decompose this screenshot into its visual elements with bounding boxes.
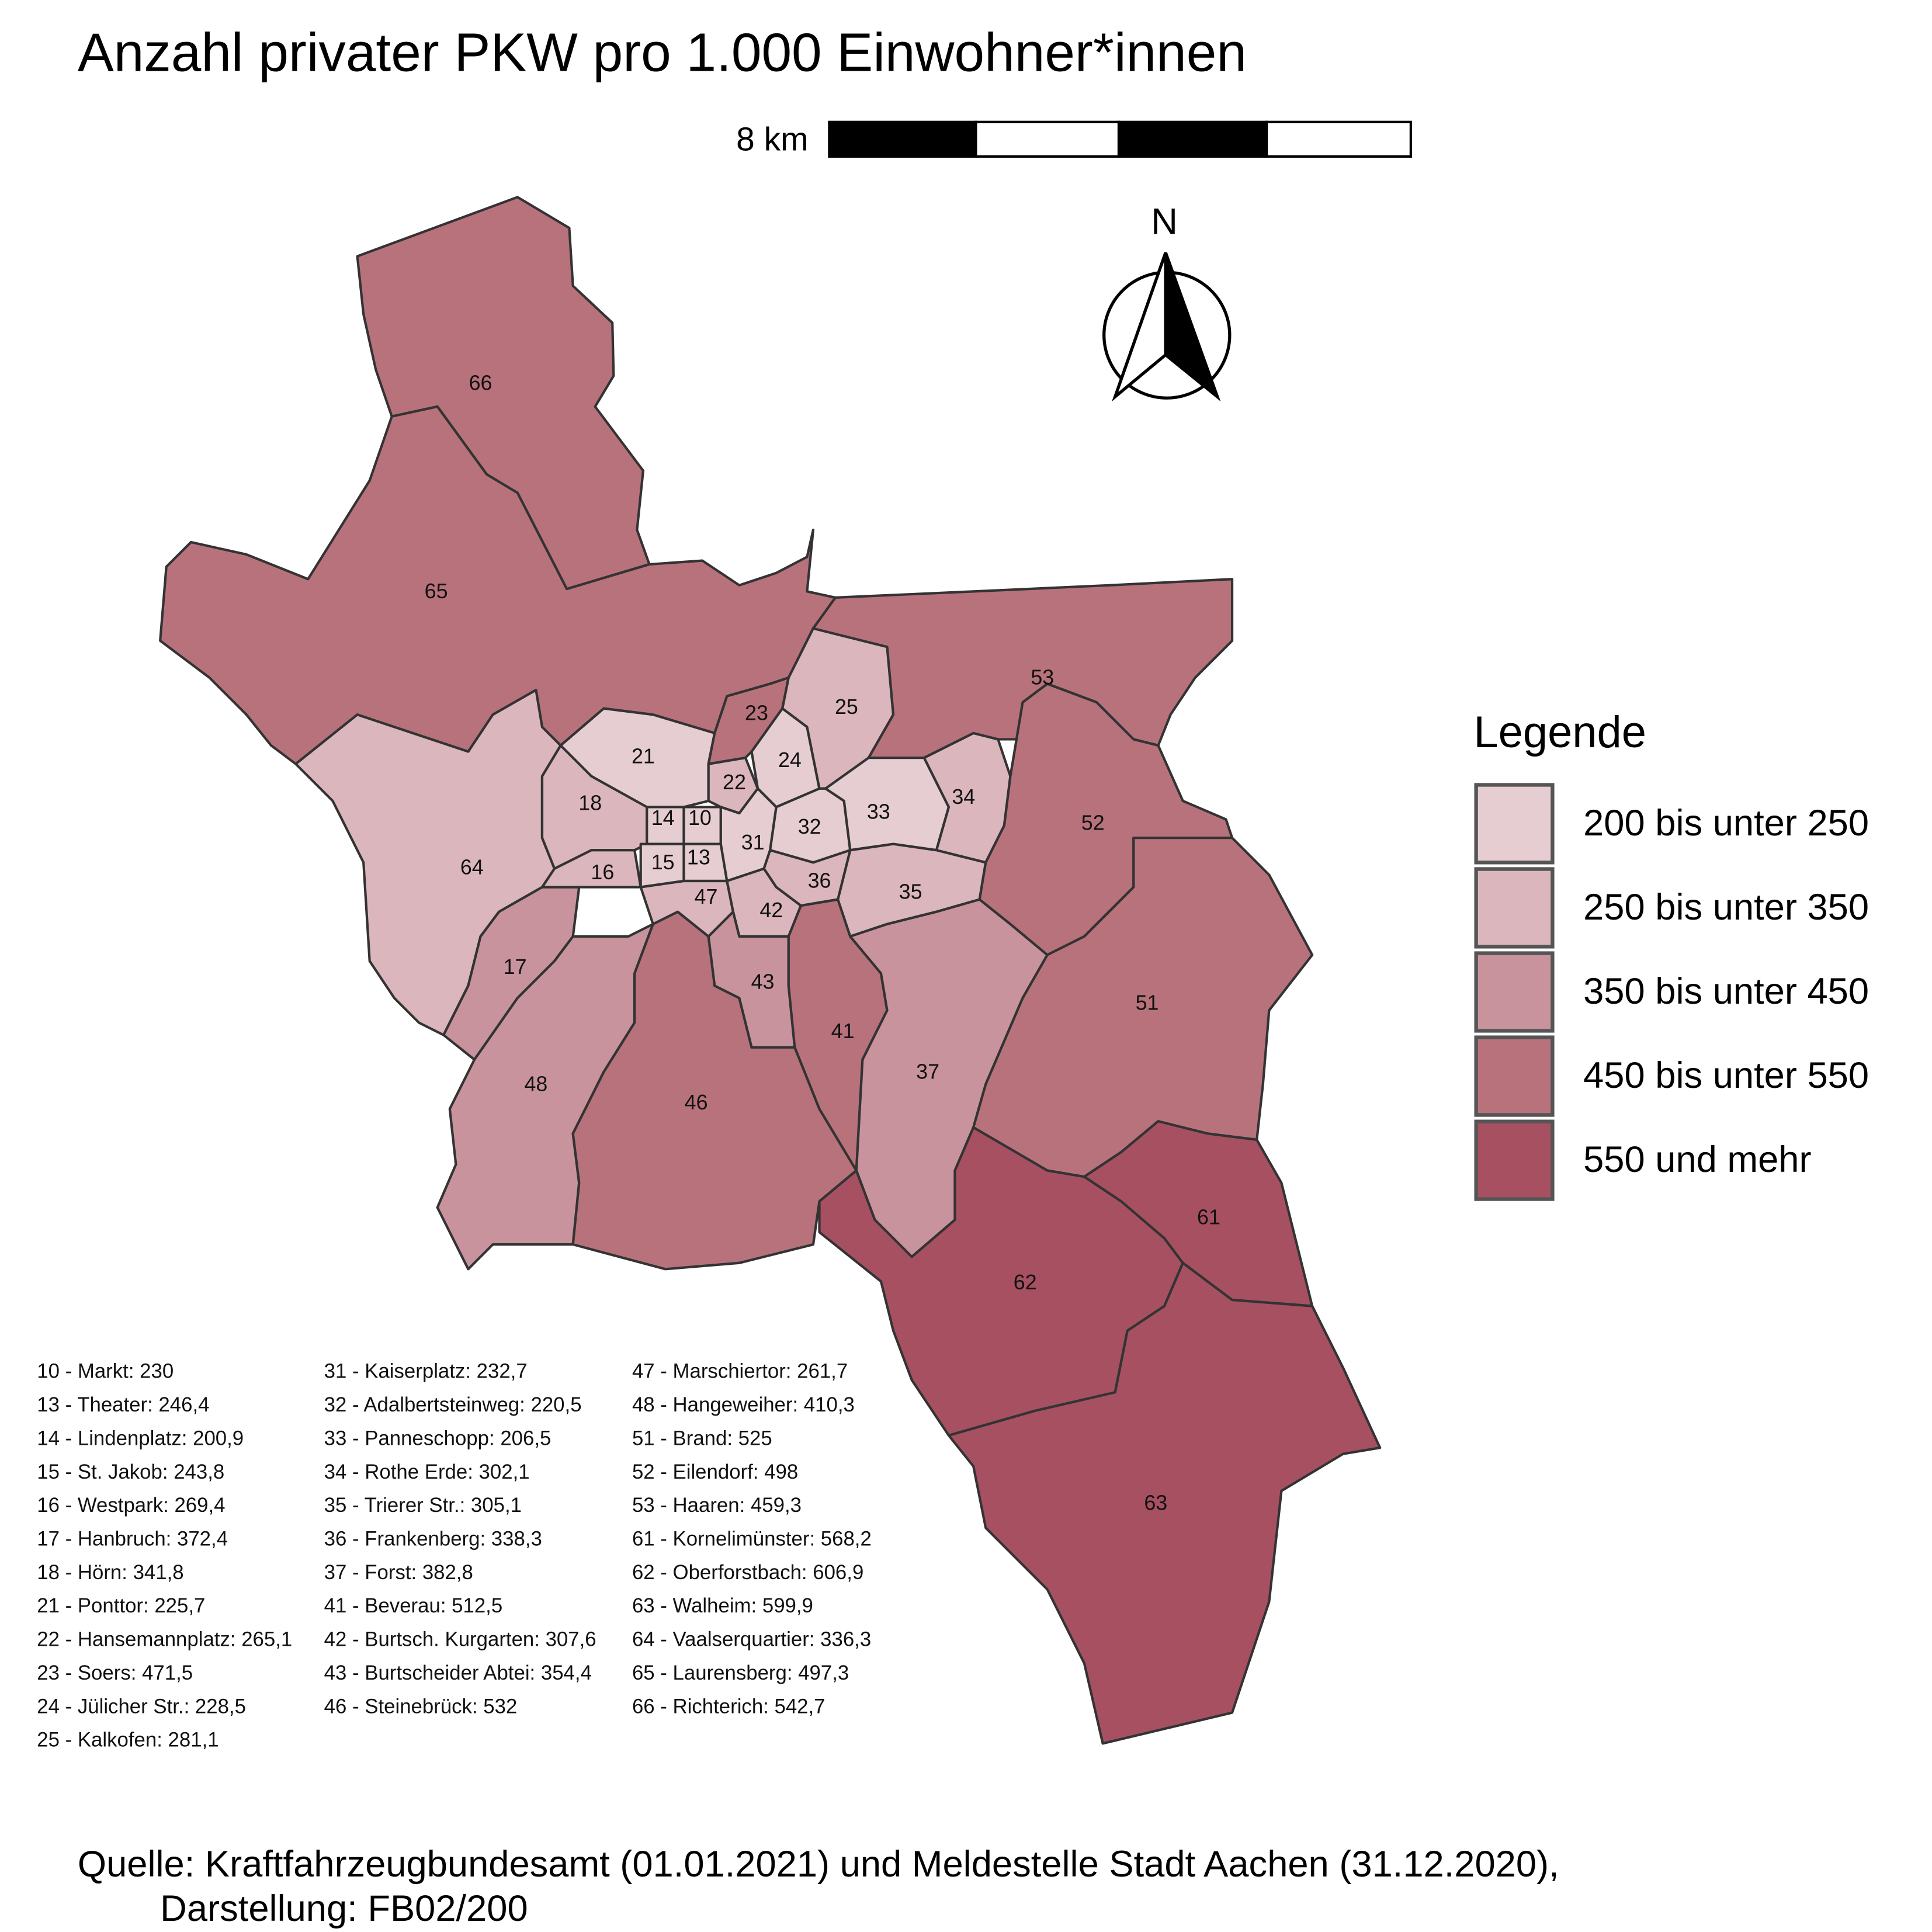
list-entry: 43 - Burtscheider Abtei: 354,4 [324,1662,592,1684]
list-entry: 10 - Markt: 230 [37,1361,174,1383]
legend-swatch [1474,783,1555,865]
list-entry: 61 - Kornelimünster: 568,2 [632,1528,872,1551]
district-label: 36 [808,869,831,893]
list-entry: 21 - Ponttor: 225,7 [37,1595,205,1617]
legend-label: 250 bis unter 350 [1583,887,1869,928]
legend-swatch [1474,951,1555,1033]
list-entry: 62 - Oberforstbach: 606,9 [632,1562,863,1584]
list-entry: 48 - Hangeweiher: 410,3 [632,1394,855,1416]
district-list: 10 - Markt: 230 13 - Theater: 246,4 14 - L… [37,1361,872,1751]
legend-label: 550 und mehr [1583,1139,1811,1180]
list-entry: 37 - Forst: 382,8 [324,1562,473,1584]
list-entry: 13 - Theater: 246,4 [37,1394,209,1416]
district [356,196,651,591]
district-label: 23 [745,702,768,725]
list-entry: 66 - Richterich: 542,7 [632,1695,825,1718]
scale-label: 8 km [736,121,808,158]
district-label: 65 [425,580,448,603]
list-entry: 23 - Soers: 471,5 [37,1662,193,1684]
list-entry: 52 - Eilendorf: 498 [632,1461,798,1483]
district-labels: 66 65 64 17 48 46 21 18 16 14 10 15 13 22 23 24 25 31 32 33… [425,371,1220,1514]
list-entry: 35 - Trierer Str.: 305,1 [324,1494,522,1517]
list-entry: 32 - Adalbertsteinweg: 220,5 [324,1394,582,1416]
list-entry: 41 - Beverau: 512,5 [324,1595,503,1617]
district-label: 61 [1197,1205,1220,1229]
district-label: 34 [952,785,975,809]
district-label: 41 [831,1019,855,1043]
districts: 66 65 64 17 48 46 21 18 16 14 10 15 13 22 23 24 25 31 32 33… [159,196,1382,1745]
district [1083,1120,1314,1307]
district-label: 18 [578,792,602,815]
district [947,1261,1382,1745]
district-label: 64 [460,855,484,879]
district-label: 43 [751,970,775,993]
district-label: 15 [651,851,675,874]
north-arrow [1102,252,1232,402]
district-label: 14 [651,806,675,830]
list-entry: 33 - Panneschopp: 206,5 [324,1427,551,1449]
district-label: 17 [504,955,527,979]
district-label: 47 [695,885,718,908]
district-label: 52 [1081,811,1105,834]
legend-swatch [1474,1119,1555,1201]
district-label: 25 [835,695,858,719]
district-areas [159,196,1382,1745]
list-entry: 36 - Frankenberg: 338,3 [324,1528,542,1551]
list-entry: 24 - Jülicher Str.: 228,5 [37,1695,246,1718]
legend-label: 350 bis unter 450 [1583,971,1869,1012]
district-label: 35 [899,880,922,904]
source-line: Quelle: Kraftfahrzeugbundesamt (01.01.20… [78,1844,1559,1885]
source-line: Darstellung: FB02/200 [160,1888,528,1929]
list-entry: 15 - St. Jakob: 243,8 [37,1461,224,1483]
legend-label: 200 bis unter 250 [1583,803,1869,844]
district-label: 48 [525,1073,548,1096]
list-entry: 64 - Vaalserquartier: 336,3 [632,1629,871,1651]
list-entry: 31 - Kaiserplatz: 232,7 [324,1361,528,1383]
legend-swatch [1474,1035,1555,1117]
list-entry: 51 - Brand: 525 [632,1427,772,1449]
list-entry: 42 - Burtsch. Kurgarten: 307,6 [324,1629,596,1651]
district-label: 42 [759,899,783,922]
legend: 200 bis unter 250 250 bis unter 350 350 bi… [1474,783,1869,1201]
district-label: 46 [685,1091,708,1114]
scale-bar [828,120,1412,158]
district-label: 33 [867,800,890,823]
district-label: 53 [1031,666,1054,689]
district-label: 32 [798,815,821,838]
list-entry: 65 - Laurensberg: 497,3 [632,1662,849,1684]
list-entry: 53 - Haaren: 459,3 [632,1494,802,1517]
legend-label: 450 bis unter 550 [1583,1055,1869,1096]
district-label: 51 [1136,991,1159,1014]
title: Anzahl privater PKW pro 1.000 Einwohner*… [78,22,1247,83]
list-entry: 46 - Steinebrück: 532 [324,1695,518,1718]
list-entry: 63 - Walheim: 599,9 [632,1595,813,1617]
source: Quelle: Kraftfahrzeugbundesamt (01.01.20… [78,1844,1559,1929]
list-entry: 16 - Westpark: 269,4 [37,1494,225,1517]
list-entry: 22 - Hansemannplatz: 265,1 [37,1629,292,1651]
district-label: 21 [632,745,655,768]
district-label: 31 [741,831,765,854]
district-label: 24 [778,748,802,772]
list-entry: 34 - Rothe Erde: 302,1 [324,1461,530,1483]
list-entry: 25 - Kalkofen: 281,1 [37,1729,218,1751]
list-entry: 18 - Hörn: 341,8 [37,1562,183,1584]
legend-title: Legende [1473,707,1646,757]
list-entry: 47 - Marschiertor: 261,7 [632,1361,848,1383]
north-label: N [1151,202,1178,242]
list-entry: 14 - Lindenplatz: 200,9 [37,1427,244,1449]
list-entry: 17 - Hanbruch: 372,4 [37,1528,228,1551]
district-label: 22 [723,771,746,794]
legend-swatch [1474,867,1555,949]
district-label: 63 [1144,1492,1167,1515]
district-label: 16 [591,861,614,884]
district-label: 13 [687,845,710,869]
district-label: 10 [688,806,712,830]
district-label: 37 [916,1060,939,1083]
district-label: 62 [1014,1271,1037,1294]
district-label: 66 [469,371,492,394]
